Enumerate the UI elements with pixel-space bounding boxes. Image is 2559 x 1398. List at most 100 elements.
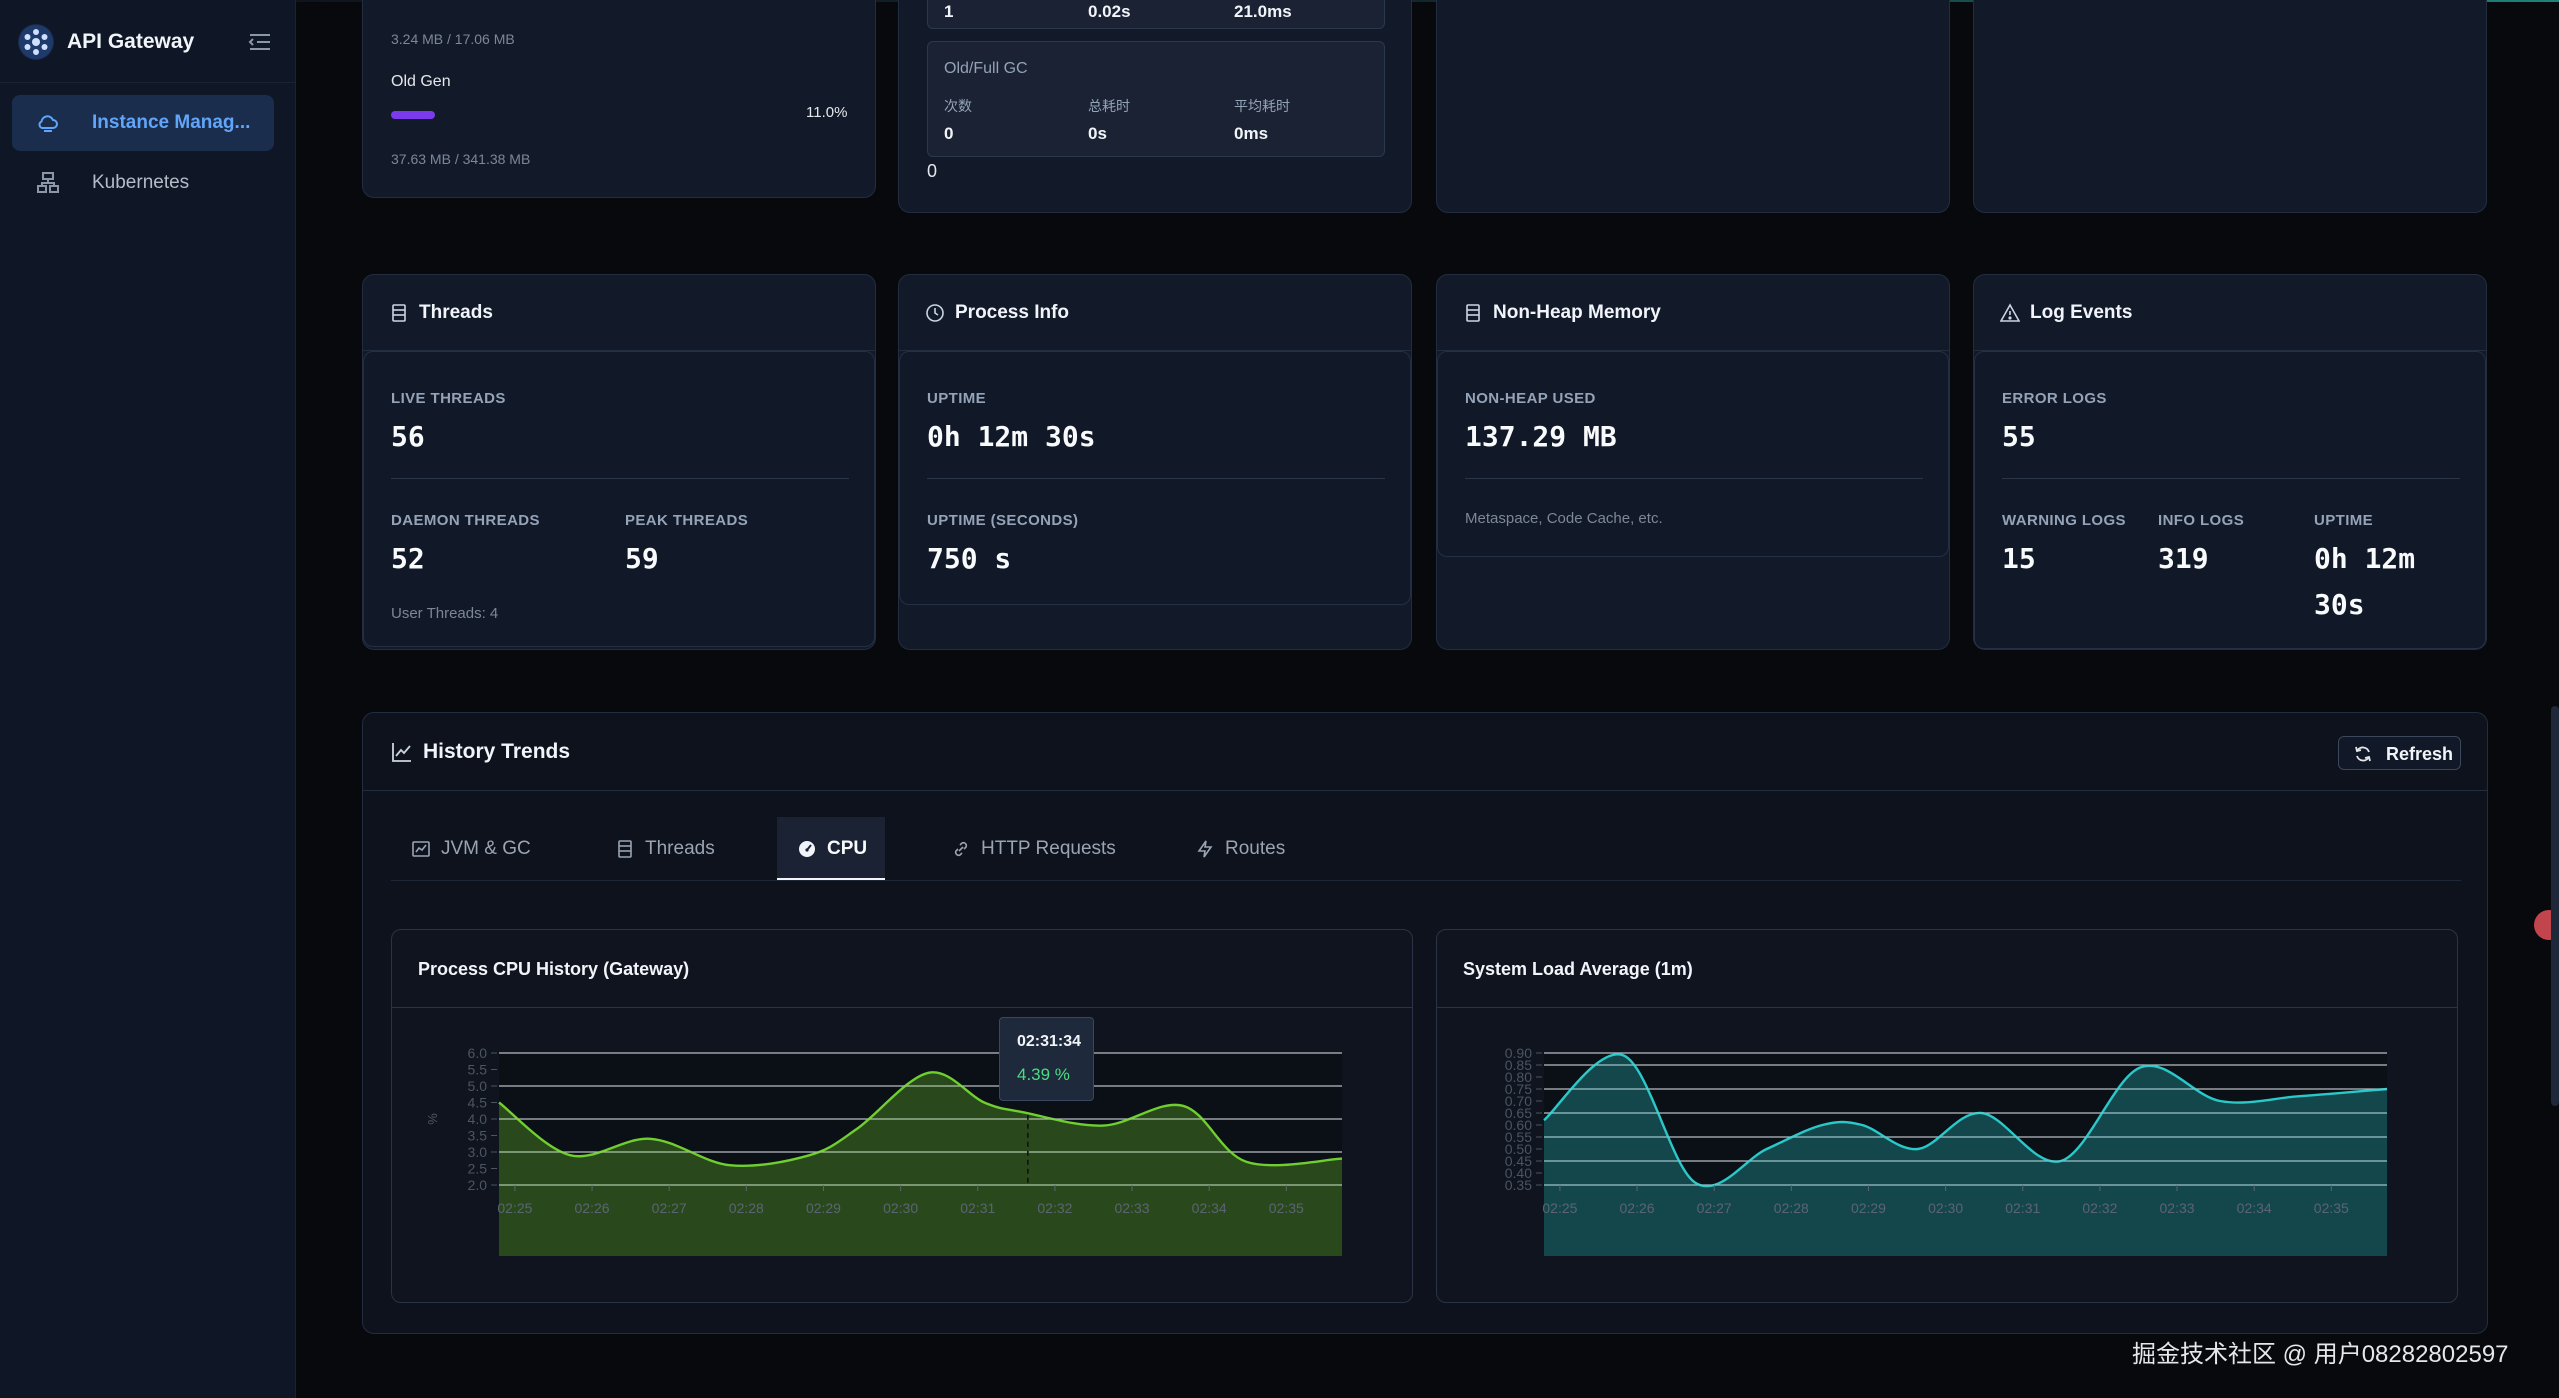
y-tick-label: 3.0 xyxy=(468,1144,488,1160)
user-threads-note: User Threads: 4 xyxy=(391,605,499,622)
refresh-button[interactable]: Refresh xyxy=(2338,736,2461,770)
y-tick-label: 0.80 xyxy=(1505,1069,1532,1085)
col-avg-label: 平均耗时 xyxy=(1234,98,1290,114)
series-line xyxy=(1543,1053,2388,1188)
load-chart-title: System Load Average (1m) xyxy=(1463,959,1693,979)
y-tick-label: 4.5 xyxy=(468,1095,488,1111)
clock-icon xyxy=(925,303,945,323)
y-tick-label: 0.40 xyxy=(1505,1165,1532,1181)
cpu-chart[interactable]: 2.02.53.03.54.04.55.05.56.0% 02:25 02:26 02… xyxy=(392,1010,1412,1300)
young-gc-box: 1 0.02s 21.0ms xyxy=(927,0,1385,29)
error-logs-label: ERROR LOGS xyxy=(2002,390,2107,407)
sidebar-item-instance-management[interactable]: Instance Manag... xyxy=(12,95,274,151)
app-title: API Gateway xyxy=(67,30,195,53)
plot-area xyxy=(1544,1053,2387,1256)
old-gc-total: 0s xyxy=(1088,124,1107,143)
y-tick-label: 2.0 xyxy=(468,1177,488,1193)
x-tick-label: 02:30 xyxy=(1928,1200,1963,1216)
tab-http-requests[interactable]: HTTP Requests xyxy=(951,817,1121,881)
nonheap-used-label: NON-HEAP USED xyxy=(1465,390,1596,407)
series-area xyxy=(1544,1054,2387,1256)
live-threads-value: 56 xyxy=(391,420,425,453)
y-tick-label: 2.5 xyxy=(468,1161,488,1177)
tab-label: Routes xyxy=(1225,838,1286,859)
x-tick-label: 02:34 xyxy=(1192,1200,1227,1216)
nonheap-card-title: Non-Heap Memory xyxy=(1493,302,1661,323)
old-gc-title: Old/Full GC xyxy=(944,60,1028,77)
x-tick-label: 02:31 xyxy=(2005,1200,2040,1216)
series-area xyxy=(499,1072,1342,1256)
y-tick-label: 5.5 xyxy=(468,1062,488,1078)
warning-triangle-icon xyxy=(1999,303,2021,323)
x-tick-label: 02:25 xyxy=(1542,1200,1577,1216)
tab-threads[interactable]: Threads xyxy=(615,817,725,881)
cpu-chart-card: Process CPU History (Gateway) 2.0 2.5 3.0 3… xyxy=(391,929,1413,1303)
young-gen-size: 3.24 MB / 17.06 MB xyxy=(391,31,515,47)
nonheap-panel: NON-HEAP USED 137.29 MB Metaspace, Code … xyxy=(1437,351,1949,557)
line-chart-icon xyxy=(411,839,431,859)
divider xyxy=(927,478,1385,479)
y-tick-label: 6.0 xyxy=(468,1045,488,1061)
old-gen-size: 37.63 MB / 341.38 MB xyxy=(391,151,531,167)
load-chart-header: System Load Average (1m) xyxy=(1437,930,2457,1008)
x-tick-label: 02:29 xyxy=(806,1200,841,1216)
y-tick-label: 0.35 xyxy=(1505,1177,1532,1193)
old-gc-count: 0 xyxy=(944,124,954,143)
young-gc-total: 0.02s xyxy=(1088,2,1131,21)
sidebar-item-label: Kubernetes xyxy=(92,172,190,193)
watermark: 掘金技术社区 @ 用户08282802597 xyxy=(2132,1341,2509,1368)
load-chart[interactable]: 0.350.400.450.500.550.600.650.700.750.80… xyxy=(1437,1010,2457,1300)
y-tick-label: 0.85 xyxy=(1505,1057,1532,1073)
process-card-title: Process Info xyxy=(955,302,1070,323)
nonheap-note: Metaspace, Code Cache, etc. xyxy=(1465,510,1663,527)
info-logs-value: 319 xyxy=(2158,542,2209,575)
cluster-icon xyxy=(36,171,60,195)
app-logo-icon xyxy=(18,24,54,60)
x-tick-label: 02:31 xyxy=(960,1200,995,1216)
col-count-label: 次数 xyxy=(944,98,972,114)
log-uptime-value: 0h 12m xyxy=(2314,542,2416,575)
x-tick-label: 02:26 xyxy=(575,1200,610,1216)
list-icon xyxy=(389,303,409,323)
sidebar: API Gateway Instance Manag... Kubernetes xyxy=(0,0,296,1398)
threads-card-header: Threads xyxy=(363,275,875,351)
tab-routes[interactable]: Routes xyxy=(1195,817,1295,881)
scrollbar[interactable] xyxy=(2551,706,2559,1106)
x-tick-label: 02:35 xyxy=(2314,1200,2349,1216)
y-tick-label: 0.75 xyxy=(1505,1081,1532,1097)
x-tick-label: 02:33 xyxy=(1115,1200,1150,1216)
nonheap-used-value: 137.29 MB xyxy=(1465,420,1617,453)
heap-memory-card: 3.24 MB / 17.06 MB Old Gen 11.0% 37.63 M… xyxy=(362,0,876,198)
plot-area xyxy=(499,1053,1342,1256)
tab-label: JVM & GC xyxy=(441,838,531,859)
brand: API Gateway xyxy=(18,22,278,62)
y-tick-label: 5.0 xyxy=(468,1078,488,1094)
x-tick-label: 02:28 xyxy=(1774,1200,1809,1216)
y-tick-label: 0.65 xyxy=(1505,1105,1532,1121)
log-uptime-value-cont: 30s xyxy=(2314,588,2365,621)
cloud-icon xyxy=(36,111,60,135)
threads-card-title: Threads xyxy=(419,302,493,323)
col-total-label: 总耗时 xyxy=(1088,98,1130,114)
x-tick-label: 02:28 xyxy=(729,1200,764,1216)
threads-panel: LIVE THREADS 56 DAEMON THREADS 52 PEAK T… xyxy=(363,351,875,647)
y-axis-label: % xyxy=(425,1113,440,1125)
line-chart-icon xyxy=(391,741,413,763)
tab-cpu[interactable]: CPU xyxy=(777,817,885,881)
cpu-chart-header: Process CPU History (Gateway) xyxy=(392,930,1412,1008)
peak-threads-value: 59 xyxy=(625,542,659,575)
history-trends-panel: History Trends Refresh JVM & GC Threads … xyxy=(362,712,2488,1334)
y-tick-label: 4.0 xyxy=(468,1111,488,1127)
chart-tooltip: 02:31:34 4.39 % xyxy=(999,1017,1094,1101)
list-icon xyxy=(1463,303,1483,323)
uptime-value: 0h 12m 30s xyxy=(927,420,1096,453)
daemon-threads-label: DAEMON THREADS xyxy=(391,512,540,529)
gc-card: 1 0.02s 21.0ms Old/Full GC 次数 总耗时 平均耗时 0… xyxy=(898,0,1412,213)
refresh-label: Refresh xyxy=(2386,744,2454,764)
sidebar-item-kubernetes[interactable]: Kubernetes xyxy=(12,155,274,211)
x-tick-label: 02:30 xyxy=(883,1200,918,1216)
menu-collapse-icon[interactable] xyxy=(246,28,274,56)
live-threads-label: LIVE THREADS xyxy=(391,390,506,407)
tab-jvm-gc[interactable]: JVM & GC xyxy=(411,817,541,881)
old-gen-percent: 11.0% xyxy=(806,104,848,121)
